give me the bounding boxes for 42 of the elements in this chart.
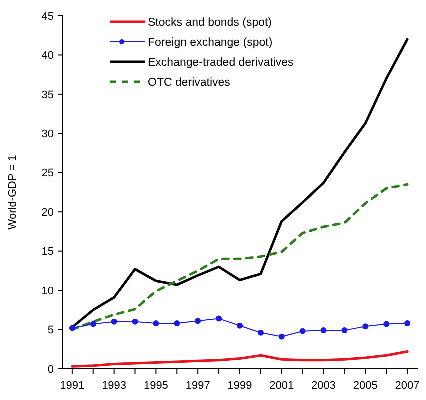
y-tick-label: 20 — [42, 206, 54, 219]
point — [174, 320, 180, 326]
y-tick-label: 40 — [42, 50, 54, 62]
point — [236, 322, 243, 329]
legend-label: Exchange-traded derivatives — [148, 57, 294, 70]
point — [384, 321, 390, 328]
point — [362, 324, 369, 330]
x-tick-label: 1999 — [228, 380, 252, 392]
y-tick-label: 10 — [42, 285, 54, 298]
y-tick-label: 35 — [42, 89, 54, 102]
x-tick-label: 2007 — [395, 380, 420, 392]
line-series — [71, 350, 409, 368]
legend-label: OTC derivatives — [148, 77, 231, 90]
legend-label: Foreign exchange (spot) — [148, 37, 273, 50]
y-tick-label: 45 — [42, 10, 54, 23]
point — [111, 318, 118, 325]
point — [300, 328, 306, 334]
x-tick-label: 2003 — [312, 380, 336, 392]
point — [404, 320, 411, 326]
y-axis-title: World-GDP = 1 — [7, 155, 19, 230]
point — [278, 334, 285, 340]
y-tick-label: 30 — [42, 128, 54, 141]
point — [342, 328, 348, 334]
x-tick-label: 2005 — [353, 380, 378, 392]
point — [216, 316, 222, 322]
point — [90, 321, 96, 328]
x-tick-label: 1995 — [144, 380, 168, 392]
x-tick-label: 1997 — [186, 380, 210, 392]
legend-label: Stocks and bonds (spot) — [148, 17, 272, 30]
point — [258, 330, 264, 336]
y-tick-label: 15 — [42, 246, 54, 258]
x-tick-label: 1993 — [102, 380, 127, 392]
point — [132, 318, 138, 325]
y-tick-label: 5 — [48, 324, 54, 337]
point — [153, 320, 160, 326]
y-tick-label: 25 — [42, 168, 54, 180]
point — [69, 325, 76, 332]
point — [320, 328, 327, 334]
y-tick-label: 0 — [48, 364, 54, 376]
point — [195, 318, 202, 324]
x-tick-label: 2001 — [270, 380, 294, 392]
x-tick-label: 1991 — [60, 380, 85, 392]
